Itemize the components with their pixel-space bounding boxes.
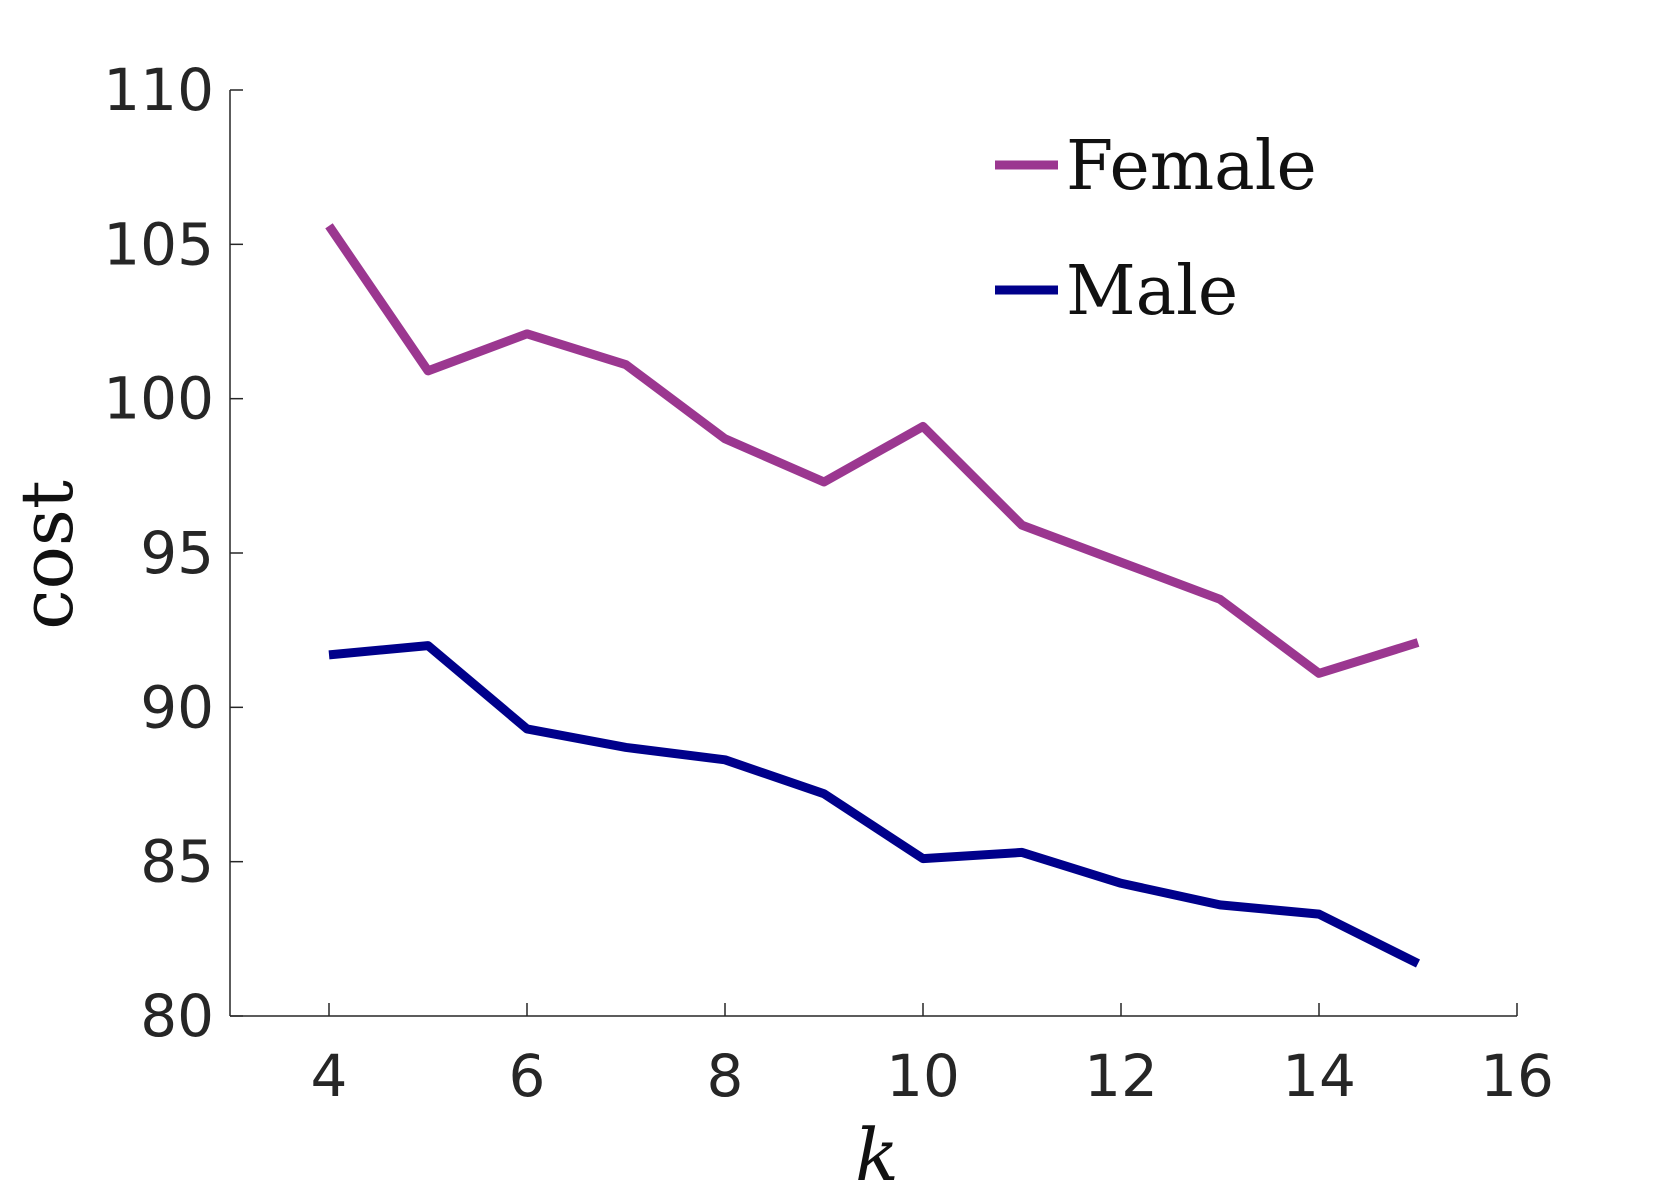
x-tick-label: 8 <box>707 1042 744 1110</box>
x-tick-label: 10 <box>886 1042 960 1110</box>
x-tick-label: 12 <box>1084 1042 1158 1110</box>
series-line-male <box>328 641 1421 968</box>
x-tick-label: 6 <box>509 1042 546 1110</box>
y-tick-label: 90 <box>140 673 214 741</box>
y-tick-label: 100 <box>103 365 214 433</box>
legend-label-female: Female <box>1066 127 1317 206</box>
y-tick-label: 80 <box>140 982 214 1050</box>
plot-series <box>325 223 1421 968</box>
y-tick-label: 110 <box>103 56 214 124</box>
axes: 4 6 8 10 12 14 16 80 85 90 95 100 105 110 <box>103 56 1554 1110</box>
y-tick-label: 95 <box>140 519 214 587</box>
series-line-female <box>325 223 1420 678</box>
y-tick-label: 105 <box>103 210 214 278</box>
y-tick-label: 85 <box>140 828 214 896</box>
x-tick-label: 16 <box>1480 1042 1554 1110</box>
x-axis-label: k <box>855 1113 899 1197</box>
x-tick-label: 4 <box>311 1042 348 1110</box>
y-axis-label: cost <box>5 480 89 630</box>
legend-label-male: Male <box>1066 252 1238 331</box>
x-tick-label: 14 <box>1282 1042 1356 1110</box>
legend: Female Male <box>995 127 1317 331</box>
